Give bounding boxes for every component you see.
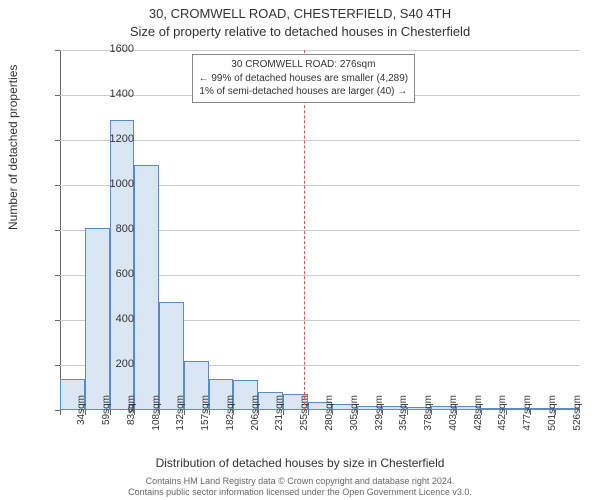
x-tick-mark: [407, 410, 408, 415]
x-tick-label: 305sqm: [349, 395, 360, 455]
y-tick-label: 400: [64, 313, 134, 325]
x-tick-mark: [233, 410, 234, 415]
x-tick-mark: [184, 410, 185, 415]
x-tick-label: 501sqm: [547, 395, 558, 455]
gridline: [60, 140, 580, 141]
y-tick-label: 600: [64, 268, 134, 280]
x-tick-label: 157sqm: [200, 395, 211, 455]
y-tick-mark: [55, 95, 60, 96]
y-tick-label: 1000: [64, 178, 134, 190]
y-tick-label: 0: [64, 403, 134, 415]
x-tick-label: 452sqm: [497, 395, 508, 455]
x-tick-label: 428sqm: [473, 395, 484, 455]
x-tick-label: 329sqm: [374, 395, 385, 455]
y-tick-label: 1400: [64, 88, 134, 100]
x-tick-label: 182sqm: [225, 395, 236, 455]
annotation-box: 30 CROMWELL ROAD: 276sqm← 99% of detache…: [192, 54, 416, 103]
page-subtitle: Size of property relative to detached ho…: [0, 24, 600, 39]
x-tick-mark: [357, 410, 358, 415]
y-tick-mark: [55, 185, 60, 186]
y-tick-label: 200: [64, 358, 134, 370]
page-title-address: 30, CROMWELL ROAD, CHESTERFIELD, S40 4TH: [0, 6, 600, 21]
x-tick-label: 108sqm: [151, 395, 162, 455]
property-size-marker-line: [304, 50, 305, 410]
y-tick-label: 1200: [64, 133, 134, 145]
y-axis-label: Number of detached properties: [6, 65, 20, 230]
x-tick-mark: [481, 410, 482, 415]
attribution-text: Contains HM Land Registry data © Crown c…: [0, 476, 600, 499]
x-tick-label: 477sqm: [522, 395, 533, 455]
x-tick-mark: [431, 410, 432, 415]
x-tick-mark: [456, 410, 457, 415]
y-tick-mark: [55, 230, 60, 231]
x-tick-label: 526sqm: [572, 395, 583, 455]
x-tick-mark: [382, 410, 383, 415]
x-tick-mark: [308, 410, 309, 415]
x-tick-label: 206sqm: [250, 395, 261, 455]
y-tick-label: 800: [64, 223, 134, 235]
annotation-line3: 1% of semi-detached houses are larger (4…: [199, 85, 409, 99]
x-tick-label: 403sqm: [448, 395, 459, 455]
attribution-line2: Contains public sector information licen…: [128, 487, 472, 497]
x-tick-mark: [530, 410, 531, 415]
x-tick-mark: [159, 410, 160, 415]
x-tick-mark: [209, 410, 210, 415]
x-tick-label: 231sqm: [274, 395, 285, 455]
attribution-line1: Contains HM Land Registry data © Crown c…: [146, 476, 455, 486]
x-tick-label: 255sqm: [299, 395, 310, 455]
histogram-bar: [134, 165, 159, 410]
y-tick-mark: [55, 140, 60, 141]
x-tick-mark: [134, 410, 135, 415]
y-tick-mark: [55, 365, 60, 366]
x-tick-mark: [555, 410, 556, 415]
x-tick-mark: [258, 410, 259, 415]
x-tick-mark: [283, 410, 284, 415]
x-tick-mark: [332, 410, 333, 415]
y-tick-label: 1600: [64, 43, 134, 55]
x-tick-label: 378sqm: [423, 395, 434, 455]
gridline: [60, 50, 580, 51]
x-axis-label: Distribution of detached houses by size …: [0, 456, 600, 470]
annotation-line2: ← 99% of detached houses are smaller (4,…: [199, 72, 409, 86]
x-tick-mark: [60, 410, 61, 415]
x-tick-label: 354sqm: [398, 395, 409, 455]
x-tick-mark: [506, 410, 507, 415]
histogram-bar: [159, 302, 184, 410]
x-tick-label: 132sqm: [175, 395, 186, 455]
histogram-plot-area: 34sqm59sqm83sqm108sqm132sqm157sqm182sqm2…: [60, 50, 580, 410]
annotation-line1: 30 CROMWELL ROAD: 276sqm: [199, 58, 409, 72]
y-tick-mark: [55, 320, 60, 321]
y-tick-mark: [55, 50, 60, 51]
x-tick-label: 280sqm: [324, 395, 335, 455]
y-tick-mark: [55, 275, 60, 276]
